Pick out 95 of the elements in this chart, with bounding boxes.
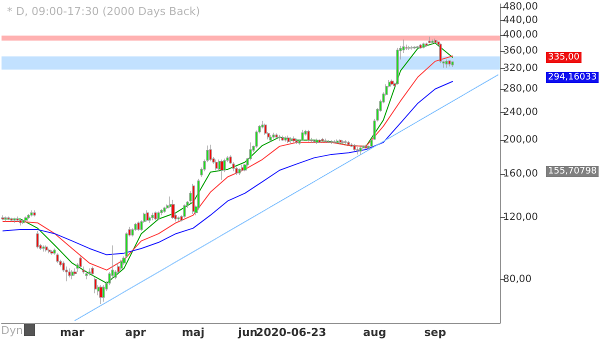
candlestick [56, 252, 59, 264]
y-tick-label: 120,00 [503, 212, 538, 224]
candlestick [157, 211, 160, 221]
candlestick [137, 221, 140, 232]
candlestick [16, 216, 19, 222]
candlestick [295, 138, 298, 144]
candlestick [13, 217, 16, 224]
candlestick [269, 134, 272, 142]
text: 294,16033 [548, 72, 597, 82]
candlestick [1, 214, 5, 221]
candlestick [99, 284, 103, 304]
candlestick [287, 135, 290, 144]
candlestick [42, 245, 45, 252]
candlestick [154, 211, 157, 221]
candlestick [85, 272, 88, 280]
candlestick [102, 284, 105, 302]
chart-title: * D, 09:00-17:30 (2000 Days Back) [7, 5, 200, 18]
candlestick [238, 168, 241, 176]
y-tick-label: 400,00 [503, 29, 538, 40]
candlestick [120, 259, 123, 270]
candlestick [434, 38, 437, 44]
candlestick [235, 166, 238, 176]
x-tick-label: mar [60, 326, 85, 339]
candlestick [71, 270, 74, 280]
x-tick-label: 2020-06-23 [256, 326, 326, 339]
candlestick [353, 144, 356, 152]
candlestick [290, 136, 293, 144]
candlestick [315, 138, 319, 144]
line-series [2, 81, 453, 256]
candlestick [177, 216, 180, 222]
candlestick [4, 216, 7, 222]
candlestick [33, 210, 36, 217]
candlestick [68, 268, 71, 278]
candlestick [163, 206, 166, 214]
candlestick [347, 140, 350, 146]
y-tick-label: 360,00 [503, 45, 538, 56]
candlestick [284, 136, 287, 142]
y-tick-label: 240,00 [503, 106, 538, 118]
candlestick [209, 144, 212, 162]
candlestick [307, 130, 310, 142]
candlestick [220, 159, 224, 180]
candlestick [301, 130, 304, 142]
candlestick [359, 146, 362, 155]
candlestick [428, 36, 431, 44]
y-tick-label: 280,00 [503, 84, 538, 95]
candlestick [416, 46, 419, 50]
candlestick [183, 204, 186, 218]
y-tick-label: 440,00 [503, 14, 538, 26]
candlestick [88, 268, 91, 276]
candlestick [364, 144, 368, 150]
candlestick [272, 132, 275, 139]
candlestick [448, 60, 451, 67]
candlestick [292, 136, 296, 143]
candlestick [24, 216, 28, 222]
candlestick [281, 135, 284, 142]
x-tick-label: apr [125, 326, 146, 339]
candlestick [215, 159, 218, 171]
candlestick [422, 42, 425, 49]
text: Dyn [1, 324, 23, 337]
text: 335,00 [548, 52, 580, 62]
candlestick [146, 210, 149, 222]
candlestick [36, 230, 39, 249]
candlestick [50, 250, 54, 256]
candlestick [171, 200, 175, 220]
candlestick [264, 123, 267, 136]
candlestick [197, 178, 200, 211]
x-tick-label: maj [182, 326, 204, 339]
candlestick [390, 79, 394, 86]
candlestick [275, 133, 278, 139]
candlestick [22, 218, 25, 224]
candlestick [396, 48, 399, 86]
candlestick [45, 245, 48, 252]
candlestick [91, 266, 94, 276]
candlestick [151, 212, 154, 221]
x-tick-label: aug [363, 326, 386, 339]
candlestick [19, 218, 22, 226]
candlestick [241, 164, 244, 172]
x-tick-label: jun [237, 326, 258, 339]
candlestick [278, 134, 281, 142]
candlestick [445, 59, 448, 68]
x-tick-label: sep [424, 326, 446, 339]
candlestick [30, 210, 33, 217]
candlestick [27, 214, 30, 220]
text: 155,70798 [548, 166, 597, 176]
y-tick-label: 200,00 [503, 134, 538, 146]
candlestick [451, 61, 454, 68]
candlestick [192, 184, 195, 214]
candlestick [431, 39, 434, 45]
candlestick [419, 44, 422, 50]
y-tick-label: 480,00 [503, 2, 538, 13]
y-tick-label: 160,00 [503, 168, 538, 180]
y-tick-label: 80,00 [503, 274, 532, 285]
candlestick [356, 146, 359, 155]
y-tick-label: 320,00 [503, 63, 538, 74]
candlestick [94, 277, 97, 294]
